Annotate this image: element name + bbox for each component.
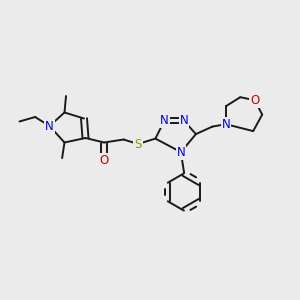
Text: O: O <box>250 94 259 107</box>
Text: N: N <box>160 114 169 127</box>
Text: O: O <box>100 154 109 167</box>
Text: N: N <box>176 146 185 159</box>
Text: N: N <box>45 119 54 133</box>
Text: S: S <box>134 137 142 151</box>
Text: N: N <box>221 118 230 131</box>
Text: N: N <box>179 114 188 127</box>
